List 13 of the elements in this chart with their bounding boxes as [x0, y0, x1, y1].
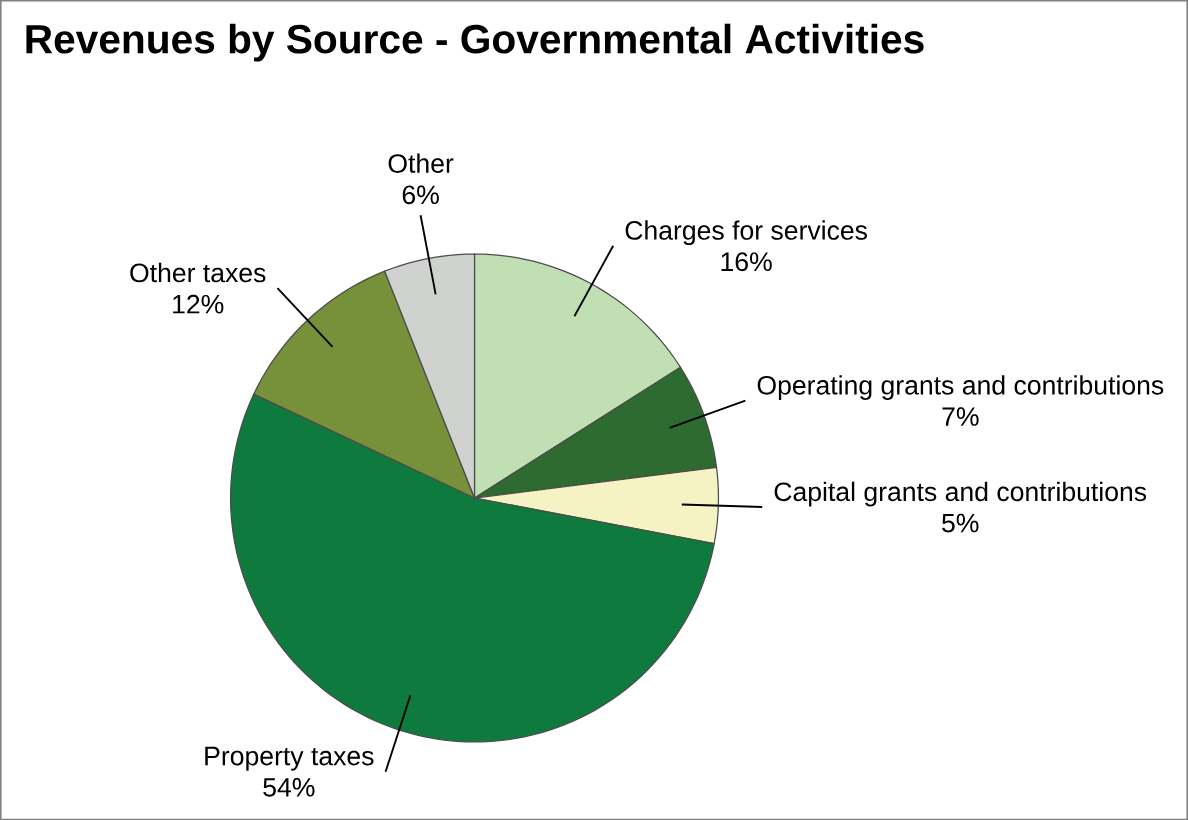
slice-label: Property taxes — [205, 746, 374, 771]
slice-label: Capital grants and contributions — [774, 481, 1147, 507]
data-label: 12% — [173, 294, 224, 314]
data-label: 5% — [942, 513, 979, 533]
slice-label: Other taxes — [130, 262, 266, 283]
slice-label: Charges for services — [625, 220, 867, 245]
slice-label: Other — [388, 153, 454, 173]
chart-title: Revenues by Source - Governmental Activities — [26, 23, 924, 62]
data-label: 7% — [942, 407, 979, 426]
data-label: 16% — [721, 252, 772, 271]
data-label: 54% — [263, 777, 315, 797]
data-label: 6% — [402, 185, 439, 204]
slice-label: Operating grants and contributions — [757, 374, 1164, 400]
